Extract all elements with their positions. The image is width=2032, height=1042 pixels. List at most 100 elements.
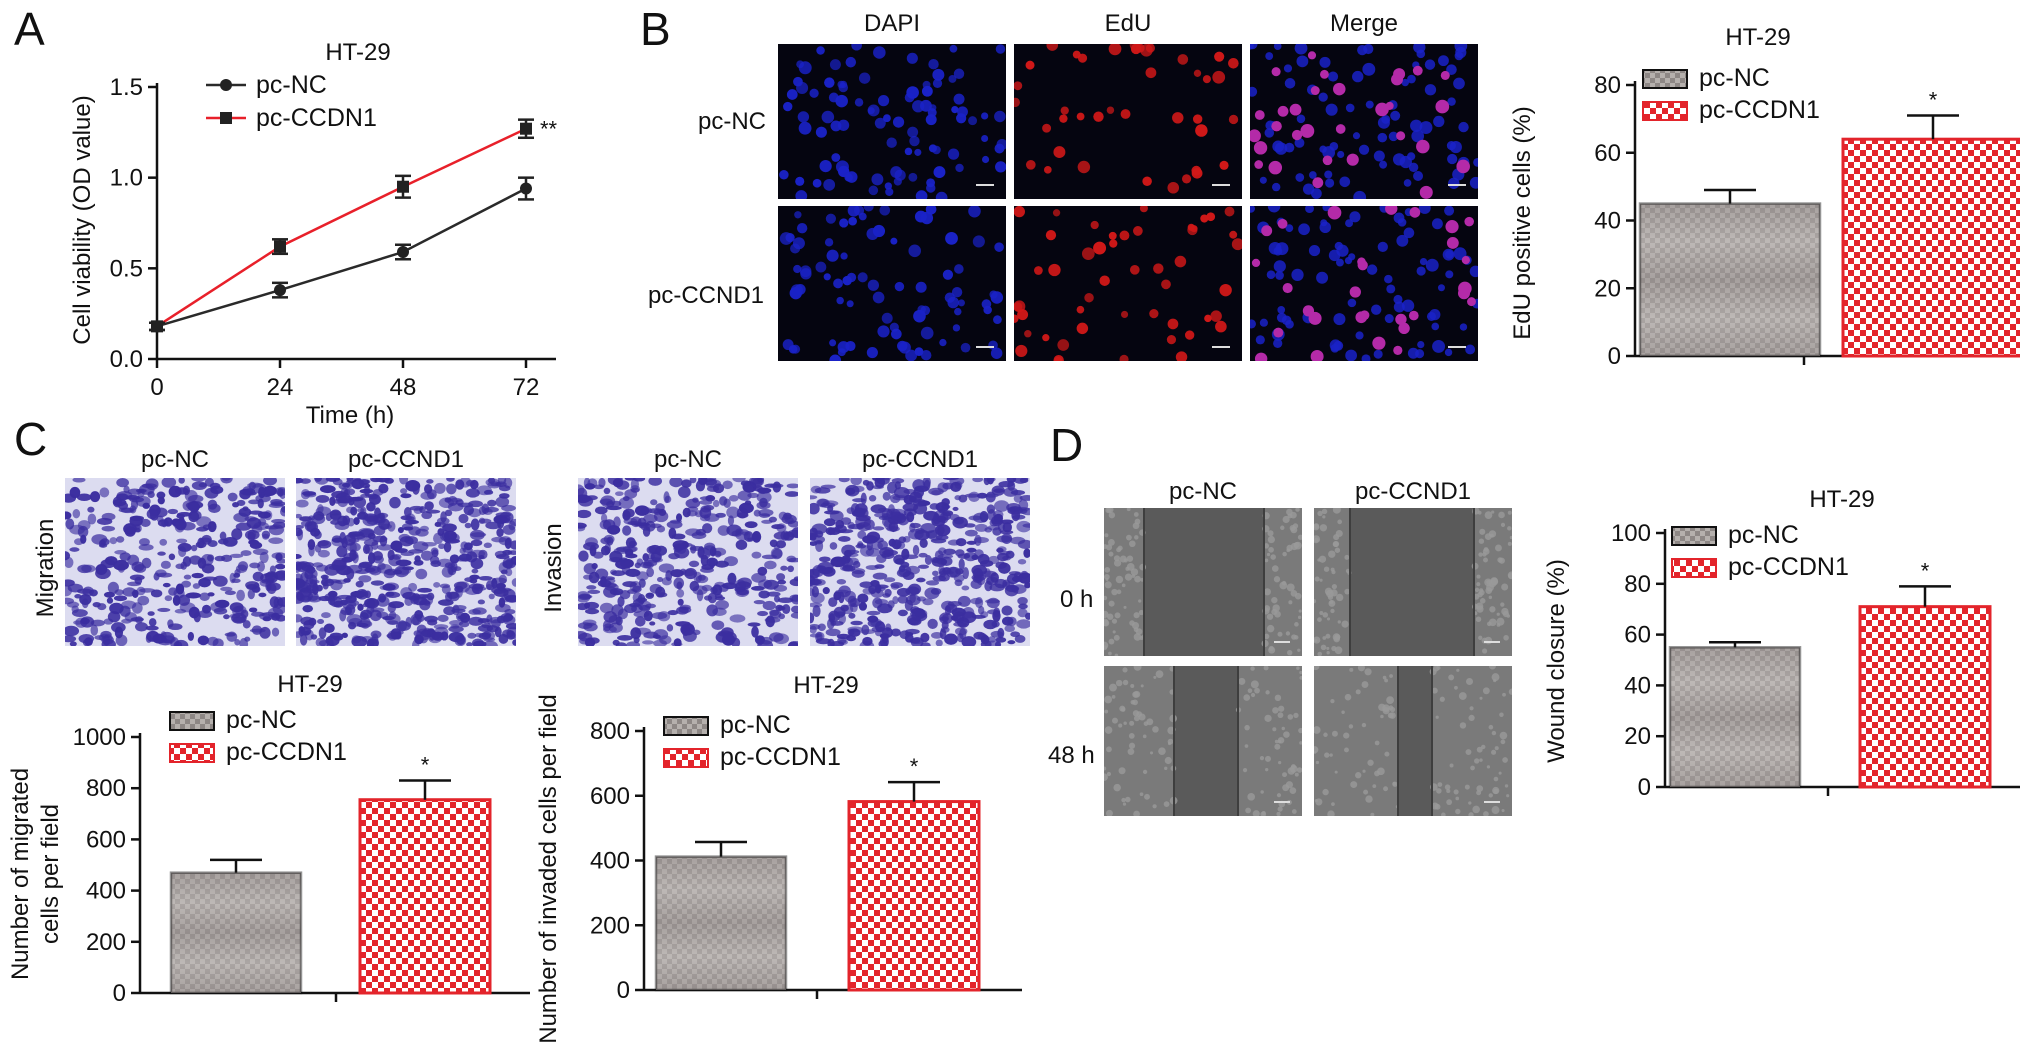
cell-nucleus bbox=[867, 107, 875, 115]
cell-texture bbox=[1272, 727, 1277, 732]
cell-nucleus bbox=[989, 290, 998, 299]
cell-nucleus bbox=[914, 148, 922, 156]
stained-cell bbox=[257, 561, 265, 572]
stained-cell bbox=[249, 541, 263, 549]
stained-cell bbox=[188, 510, 202, 521]
stained-cell bbox=[328, 565, 343, 571]
stained-cell bbox=[296, 499, 309, 508]
cell-nucleus bbox=[1431, 218, 1443, 230]
cell-nucleus bbox=[1337, 150, 1345, 159]
stained-cell bbox=[296, 553, 302, 560]
cell-nucleus bbox=[1084, 292, 1094, 303]
stained-cell bbox=[712, 584, 723, 596]
cell-nucleus bbox=[839, 218, 849, 228]
stained-cell bbox=[136, 586, 146, 596]
cell-nucleus bbox=[1358, 144, 1370, 155]
cell-nucleus bbox=[904, 147, 913, 156]
cell-nucleus bbox=[1109, 239, 1118, 248]
stained-cell bbox=[485, 521, 502, 530]
cell-nucleus bbox=[792, 237, 805, 250]
stained-cell bbox=[314, 544, 322, 553]
cell-texture bbox=[1344, 747, 1349, 753]
edu-positive-nucleus bbox=[1445, 220, 1459, 234]
y-tick-label: 600 bbox=[86, 826, 126, 853]
cell-nucleus bbox=[1294, 137, 1305, 148]
stained-cell bbox=[191, 478, 207, 482]
stained-cell bbox=[184, 490, 198, 502]
stained-cell bbox=[333, 557, 347, 568]
stained-cell bbox=[65, 635, 77, 643]
cell-texture bbox=[1487, 621, 1492, 627]
stained-cell bbox=[116, 478, 130, 488]
cell-nucleus bbox=[906, 86, 919, 99]
cell-texture bbox=[1314, 750, 1317, 754]
stained-cell bbox=[905, 586, 920, 596]
stained-cell bbox=[495, 582, 507, 590]
stained-cell bbox=[316, 584, 323, 592]
wound-0h-pc-ccnd1 bbox=[1314, 508, 1512, 656]
cell-texture bbox=[1105, 809, 1113, 816]
stained-cell bbox=[578, 525, 586, 532]
cell-nucleus bbox=[884, 182, 893, 190]
stained-cell bbox=[353, 496, 367, 509]
cell-nucleus bbox=[1333, 340, 1344, 351]
cell-nucleus bbox=[1361, 354, 1371, 361]
cell-nucleus bbox=[1250, 319, 1256, 329]
stained-cell bbox=[942, 511, 952, 521]
cell-texture bbox=[1392, 781, 1397, 786]
cell-texture bbox=[1361, 681, 1369, 689]
cell-nucleus bbox=[867, 279, 880, 291]
edu-positive-nucleus bbox=[1349, 286, 1361, 298]
cell-nucleus bbox=[932, 78, 943, 89]
stained-cell bbox=[223, 614, 230, 620]
stained-cell bbox=[363, 485, 371, 497]
cell-texture bbox=[1123, 605, 1127, 609]
stained-cell bbox=[183, 574, 192, 580]
stained-cell bbox=[347, 517, 355, 527]
stained-cell bbox=[498, 536, 512, 546]
cell-texture bbox=[1295, 508, 1300, 512]
cell-nucleus bbox=[1266, 270, 1276, 279]
stained-cell bbox=[935, 639, 943, 646]
stained-cell bbox=[137, 595, 150, 606]
stained-cell bbox=[161, 519, 168, 528]
stained-cell bbox=[685, 528, 702, 536]
stained-cell bbox=[603, 611, 618, 623]
cell-texture bbox=[1314, 599, 1317, 604]
stained-cell bbox=[208, 503, 221, 514]
stained-cell bbox=[441, 585, 451, 594]
cell-texture bbox=[1118, 723, 1123, 728]
stained-cell bbox=[599, 519, 611, 530]
stained-cell bbox=[269, 565, 277, 574]
cell-nucleus bbox=[1229, 230, 1238, 239]
stained-cell bbox=[262, 616, 272, 622]
cell-texture bbox=[1244, 744, 1249, 748]
cell-nucleus bbox=[1319, 56, 1331, 68]
cell-texture bbox=[1324, 752, 1330, 758]
stained-cell bbox=[168, 587, 178, 596]
stained-cell bbox=[909, 593, 916, 603]
stained-cell bbox=[878, 640, 888, 646]
cell-texture bbox=[1321, 508, 1328, 515]
cell-texture bbox=[1374, 740, 1380, 746]
cell-nucleus bbox=[1345, 103, 1355, 113]
cell-texture bbox=[1291, 634, 1297, 640]
y-tick-label: 20 bbox=[1594, 275, 1621, 302]
stained-cell bbox=[244, 516, 257, 522]
cell-nucleus bbox=[885, 187, 894, 197]
cell-texture bbox=[1104, 618, 1109, 627]
stained-cell bbox=[677, 598, 684, 606]
cell-nucleus bbox=[1025, 60, 1035, 70]
stained-cell bbox=[840, 517, 852, 525]
cell-nucleus bbox=[1060, 106, 1069, 115]
cell-texture bbox=[1113, 783, 1121, 792]
cell-texture bbox=[1287, 714, 1294, 720]
stained-cell bbox=[776, 573, 786, 581]
stained-cell bbox=[1017, 539, 1030, 549]
stained-cell bbox=[758, 509, 774, 517]
cell-nucleus bbox=[893, 177, 902, 186]
stained-cell bbox=[850, 620, 863, 626]
cell-nucleus bbox=[1119, 230, 1130, 241]
cell-nucleus bbox=[1408, 162, 1419, 173]
